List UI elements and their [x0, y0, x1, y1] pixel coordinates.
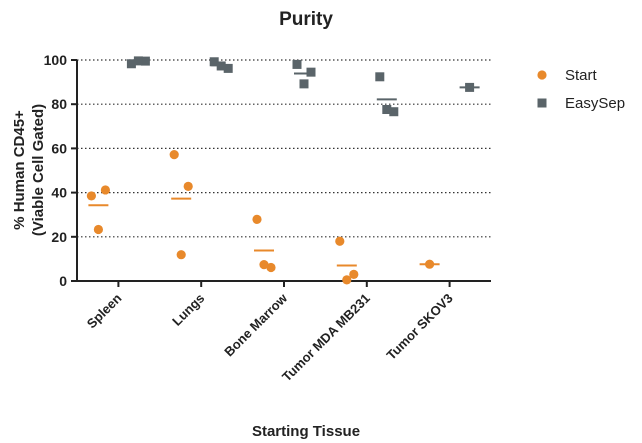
legend-swatch	[537, 98, 547, 108]
data-point	[465, 82, 475, 92]
legend-label: Start	[565, 67, 598, 84]
data-marks	[86, 56, 480, 285]
data-point	[133, 56, 143, 66]
axes	[76, 60, 491, 282]
chart-title: Purity	[279, 9, 333, 30]
data-point	[140, 56, 150, 66]
y-tick-label: 60	[51, 140, 67, 156]
data-point	[382, 105, 392, 115]
data-point	[425, 259, 435, 269]
y-tick-label: 20	[51, 229, 67, 245]
data-point	[292, 59, 302, 69]
data-point	[349, 269, 359, 279]
data-point	[259, 260, 269, 270]
legend: Start EasySep	[537, 67, 625, 112]
data-point	[299, 79, 309, 89]
x-axis-title: Starting Tissue	[252, 423, 360, 440]
y-tick-label: 100	[44, 52, 68, 68]
data-point	[252, 214, 262, 224]
data-point	[183, 181, 193, 192]
y-tick-label: 80	[51, 96, 67, 112]
y-tick-label: 0	[59, 273, 67, 289]
x-tick-label: Bone Marrow	[221, 290, 290, 359]
data-point	[223, 63, 233, 73]
x-tick-label: Spleen	[84, 290, 125, 331]
data-point	[169, 149, 179, 160]
data-point	[100, 185, 110, 195]
data-point	[306, 67, 316, 77]
data-point	[375, 72, 385, 82]
data-point	[93, 224, 103, 235]
x-tick-label: Tumor MDA MB231	[279, 291, 373, 385]
y-ticks: 0 20 40 60 80 100	[44, 52, 77, 289]
y-axis-title: % Human CD45+ (Viable Cell Gated)	[11, 104, 47, 236]
gridlines	[77, 59, 491, 238]
y-axis-title-line-1: % Human CD45+	[11, 110, 28, 230]
data-point	[335, 236, 345, 246]
x-tick-label: Lungs	[169, 291, 207, 329]
x-tick-label: Tumor SKOV3	[383, 291, 455, 363]
y-axis-title-line-2: (Viable Cell Gated)	[30, 104, 47, 236]
y-tick-label: 40	[51, 185, 67, 201]
legend-swatch	[537, 70, 547, 80]
data-point	[342, 275, 352, 285]
data-point	[266, 262, 276, 273]
data-point	[216, 61, 226, 71]
data-point	[86, 191, 96, 201]
data-point	[209, 57, 219, 67]
legend-label: EasySep	[565, 95, 625, 112]
data-point	[126, 59, 136, 69]
data-point	[389, 107, 399, 117]
data-point	[176, 250, 186, 260]
